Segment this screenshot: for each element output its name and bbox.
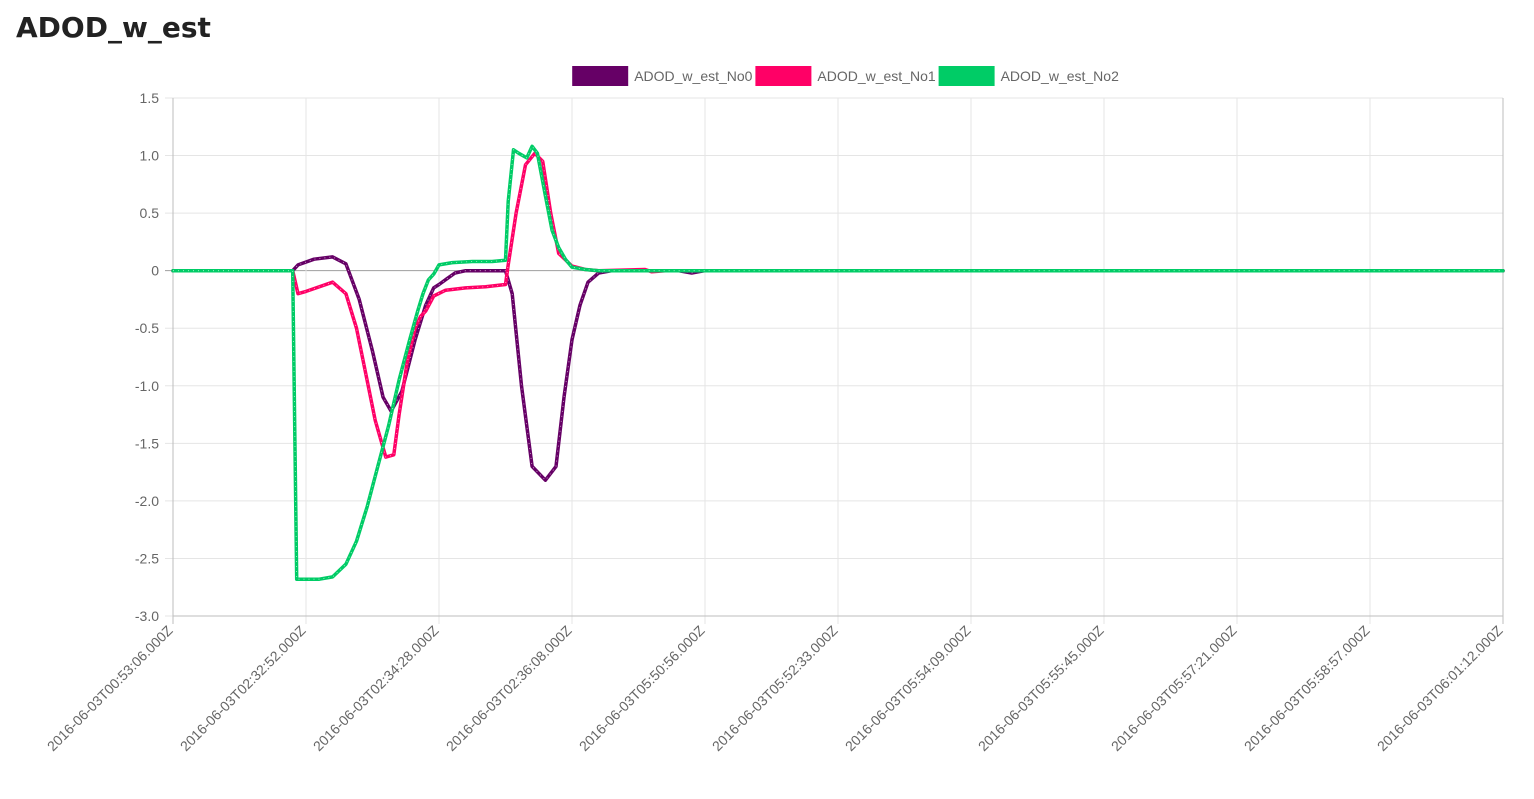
page-title: ADOD_w_est [16,11,211,44]
y-tick-label: -2.5 [135,550,159,566]
legend-swatch [755,66,812,86]
y-tick-label: 1.0 [140,148,160,164]
y-tick-label: -3.0 [135,608,159,624]
x-tick-label: 2016-06-03T05:55:45.000Z [975,622,1107,754]
legend-item-1[interactable]: ADOD_w_est_No1 [755,66,936,86]
x-axis-ticks: 2016-06-03T00:53:06.000Z 2016-06-03T02:32… [44,622,1506,754]
series-line-2 [171,144,1505,581]
y-tick-label: 0.5 [140,205,160,221]
legend-swatch [572,66,629,86]
x-tick-label: 2016-06-03T05:52:33.000Z [709,622,841,754]
legend-label: ADOD_w_est_No0 [634,68,752,84]
y-tick-label: 1.5 [140,90,160,106]
x-tick-label: 2016-06-03T02:36:08.000Z [443,622,575,754]
y-tick-label: 0 [151,263,159,279]
legend-item-2[interactable]: ADOD_w_est_No2 [938,66,1119,86]
legend-swatch [938,66,995,86]
series-markers-0 [173,256,1503,481]
y-tick-label: -0.5 [135,320,159,336]
grid-layer [165,97,1504,624]
legend-label: ADOD_w_est_No1 [817,68,935,84]
y-tick-label: -1.5 [135,435,159,451]
y-axis-ticks: 1.5 1.0 0.5 0 -0.5 -1.0 -1.5 -2.0 -2.5 -3.0 [135,90,159,624]
x-tick-label: 2016-06-03T02:34:28.000Z [310,622,442,754]
legend-label: ADOD_w_est_No2 [1001,68,1119,84]
y-tick-label: -2.0 [135,493,159,509]
legend[interactable]: ADOD_w_est_No0 ADOD_w_est_No1 ADOD_w_est_N… [572,66,1119,86]
legend-item-0[interactable]: ADOD_w_est_No0 [572,66,753,86]
series-layer [171,144,1505,581]
x-tick-label: 2016-06-03T00:53:06.000Z [44,622,176,754]
x-tick-label: 2016-06-03T05:58:57.000Z [1241,622,1373,754]
x-tick-label: 2016-06-03T05:57:21.000Z [1108,622,1240,754]
x-tick-label: 2016-06-03T05:50:56.000Z [576,622,708,754]
x-tick-label: 2016-06-03T06:01:12.000Z [1374,622,1506,754]
y-tick-label: -1.0 [135,378,159,394]
x-tick-label: 2016-06-03T05:54:09.000Z [842,622,974,754]
x-tick-label: 2016-06-03T02:32:52.000Z [177,622,309,754]
